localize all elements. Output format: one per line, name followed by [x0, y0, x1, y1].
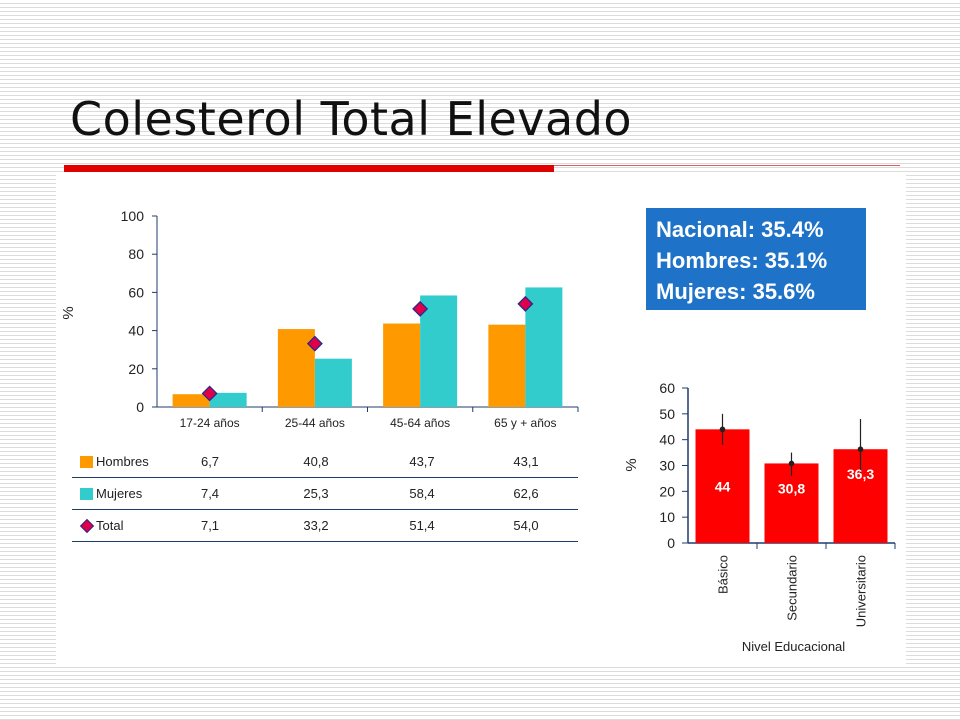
table-cell: 7,4 — [200, 486, 220, 501]
x-tick-label: 25-44 años — [285, 416, 345, 430]
legend-hombres: Hombres — [96, 454, 149, 469]
bar-education — [764, 463, 819, 543]
bar-hombres — [488, 324, 526, 407]
table-cell: 54,0 — [513, 518, 539, 533]
table-cell: 62,6 — [513, 486, 539, 501]
error-bar-point — [788, 460, 795, 467]
total-marker — [201, 385, 218, 402]
legend-mujeres: Mujeres — [96, 486, 143, 501]
total-marker — [306, 335, 323, 352]
stat-mujeres: Mujeres: 35.6% — [656, 279, 815, 304]
y-tick-label: 40 — [659, 432, 675, 448]
stat-nacional: Nacional: 35.4% — [656, 217, 824, 242]
table-cell: 6,7 — [200, 454, 220, 469]
data-label: 44 — [715, 478, 731, 494]
legend-total: Total — [96, 518, 124, 533]
y-tick-label: 100 — [121, 208, 145, 224]
table-cell: 43,7 — [409, 454, 435, 469]
bar-mujeres — [314, 358, 352, 407]
y-tick-label: 60 — [128, 284, 144, 300]
y-tick-label: 40 — [128, 323, 144, 339]
data-label: 36,3 — [847, 466, 874, 482]
table-row-mujeres: Mujeres 7,4 25,3 58,4 62,6 — [72, 478, 578, 510]
table-row-total: Total 7,1 33,2 51,4 54,0 — [72, 510, 578, 542]
y-tick-label: 20 — [659, 483, 675, 499]
y-tick-label: 50 — [659, 406, 675, 422]
bar-mujeres — [209, 392, 247, 407]
y-tick-label: 0 — [136, 399, 144, 415]
hombres-swatch — [80, 456, 93, 468]
age-data-table: Hombres 6,7 40,8 43,7 43,1 Mujeres 7,4 2… — [72, 446, 578, 542]
y-tick-label: 60 — [659, 380, 675, 396]
y-axis-label: % — [60, 306, 77, 319]
bar-hombres — [172, 394, 210, 407]
table-cell: 58,4 — [409, 486, 435, 501]
title-rule-thin — [554, 165, 900, 166]
x-tick-label: Básico — [716, 555, 731, 594]
table-cell: 40,8 — [303, 454, 329, 469]
data-label: 30,8 — [778, 480, 805, 496]
bar-mujeres — [420, 295, 458, 407]
y-tick-label: 80 — [128, 246, 144, 262]
x-tick-label: Universitario — [854, 555, 869, 627]
table-cell: 7,1 — [200, 518, 220, 533]
bar-mujeres — [525, 287, 563, 407]
error-bar-point — [857, 446, 864, 453]
x-tick-label: 65 y + años — [494, 416, 556, 430]
x-axis-label: Nivel Educacional — [742, 639, 845, 654]
table-row-hombres: Hombres 6,7 40,8 43,7 43,1 — [72, 446, 578, 478]
mujeres-swatch — [80, 488, 93, 500]
y-tick-label: 10 — [659, 509, 675, 525]
total-marker — [517, 295, 534, 312]
total-marker — [412, 300, 429, 317]
summary-stats-box: Nacional: 35.4% Hombres: 35.1% Mujeres: … — [646, 208, 866, 310]
y-tick-label: 0 — [667, 535, 675, 551]
x-tick-label: 45-64 años — [390, 416, 450, 430]
y-axis-label: % — [623, 458, 640, 471]
bar-education — [695, 429, 750, 543]
table-cell: 25,3 — [303, 486, 329, 501]
y-tick-label: 30 — [659, 458, 675, 474]
y-tick-label: 20 — [128, 361, 144, 377]
bar-hombres — [383, 323, 421, 407]
table-cell: 51,4 — [409, 518, 435, 533]
title-rule — [64, 165, 554, 172]
x-tick-label: 17-24 años — [180, 416, 240, 430]
table-cell: 43,1 — [513, 454, 539, 469]
error-bar-point — [719, 426, 726, 433]
table-cell: 33,2 — [303, 518, 329, 533]
x-tick-label: Secundario — [785, 555, 800, 621]
stat-hombres: Hombres: 35.1% — [656, 248, 828, 273]
slide-title: Colesterol Total Elevado — [70, 92, 633, 146]
